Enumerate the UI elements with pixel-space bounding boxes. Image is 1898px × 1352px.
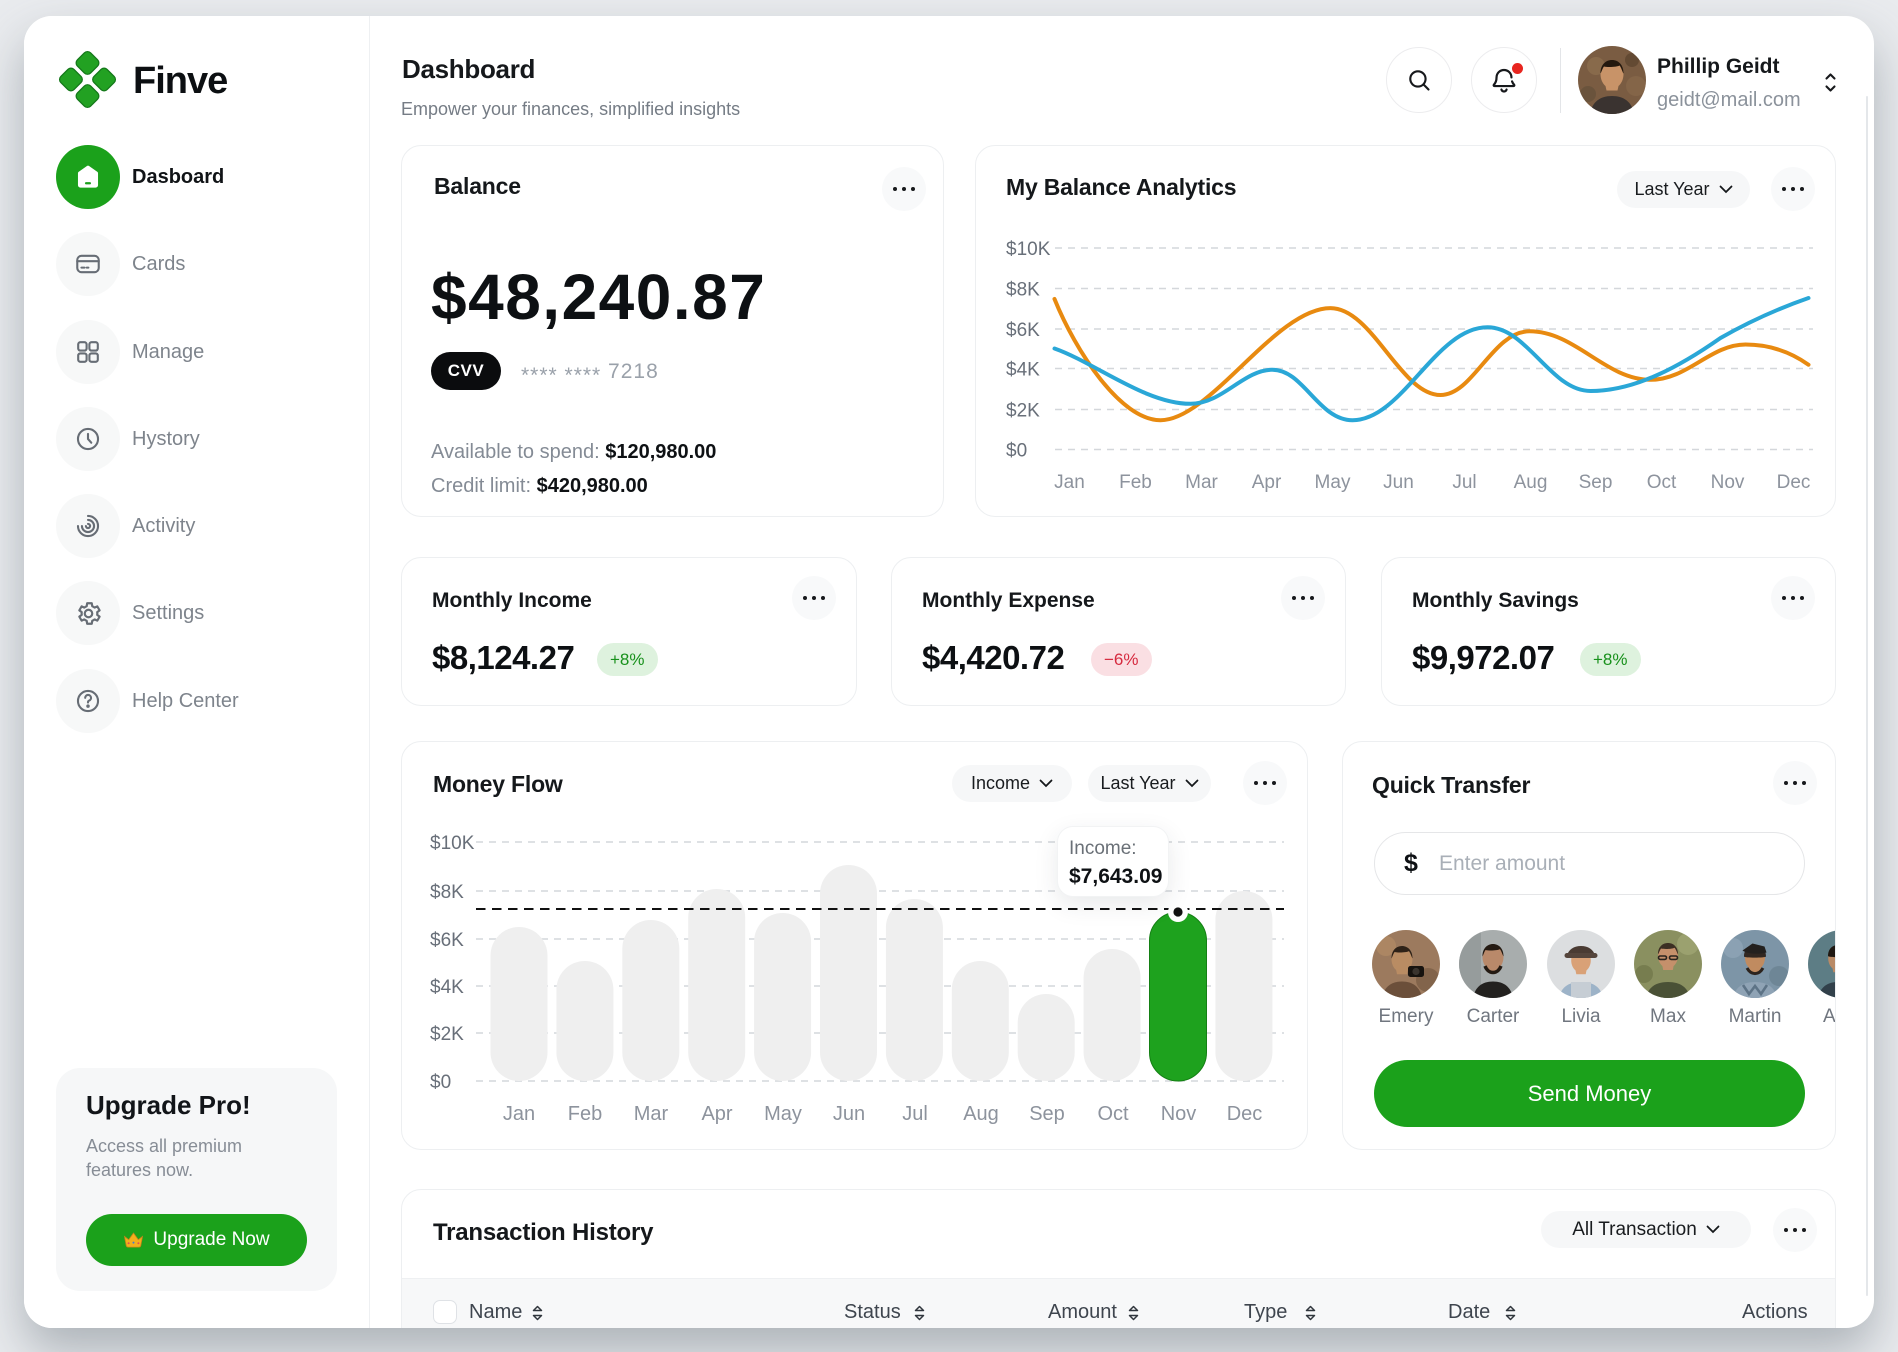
svg-text:$8K: $8K (430, 882, 464, 903)
svg-text:$2K: $2K (1006, 401, 1040, 422)
svg-text:Sep: Sep (1579, 472, 1613, 493)
svg-text:$10K: $10K (430, 833, 475, 854)
svg-text:Nov: Nov (1161, 1103, 1197, 1125)
svg-text:Dec: Dec (1777, 472, 1811, 493)
svg-text:Jun: Jun (833, 1103, 865, 1125)
svg-text:Apr: Apr (701, 1103, 732, 1125)
svg-text:$8K: $8K (1006, 280, 1040, 301)
svg-text:$10K: $10K (1006, 239, 1051, 260)
svg-text:Feb: Feb (568, 1103, 602, 1125)
svg-text:Jul: Jul (902, 1103, 928, 1125)
svg-text:$0: $0 (430, 1072, 451, 1093)
svg-text:Dec: Dec (1227, 1103, 1263, 1125)
svg-text:May: May (764, 1103, 802, 1125)
svg-text:$4K: $4K (1006, 360, 1040, 381)
svg-text:Mar: Mar (634, 1103, 669, 1125)
svg-text:$4K: $4K (430, 977, 464, 998)
svg-text:$6K: $6K (1006, 320, 1040, 341)
svg-text:Apr: Apr (1252, 472, 1282, 493)
svg-text:Feb: Feb (1119, 472, 1152, 493)
svg-text:Jul: Jul (1452, 472, 1476, 493)
svg-text:Aug: Aug (1514, 472, 1548, 493)
svg-text:Aug: Aug (963, 1103, 999, 1125)
svg-text:$0: $0 (1006, 441, 1027, 462)
svg-text:Jan: Jan (503, 1103, 535, 1125)
svg-text:Oct: Oct (1647, 472, 1677, 493)
svg-text:Jun: Jun (1383, 472, 1414, 493)
svg-text:Mar: Mar (1185, 472, 1218, 493)
svg-text:May: May (1315, 472, 1351, 493)
svg-text:$6K: $6K (430, 930, 464, 951)
svg-text:Sep: Sep (1029, 1103, 1065, 1125)
svg-text:Oct: Oct (1097, 1103, 1129, 1125)
svg-text:$2K: $2K (430, 1024, 464, 1045)
svg-text:Jan: Jan (1054, 472, 1085, 493)
svg-text:Nov: Nov (1711, 472, 1745, 493)
